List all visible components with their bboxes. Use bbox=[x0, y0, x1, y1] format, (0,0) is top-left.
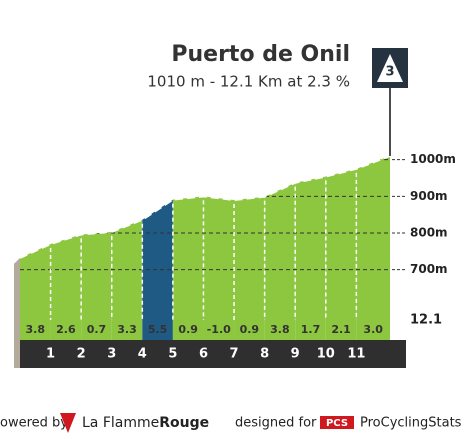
gradient-segment bbox=[234, 196, 265, 340]
y-tick-label: 800m bbox=[410, 226, 448, 240]
km-label: 10 bbox=[317, 347, 335, 362]
km-label: 9 bbox=[291, 347, 300, 362]
badge-triangle bbox=[377, 54, 403, 82]
km-label: 4 bbox=[138, 347, 147, 362]
side-face bbox=[14, 257, 20, 368]
km-label: 7 bbox=[230, 347, 239, 362]
gradient-label: 3.8 bbox=[270, 323, 290, 336]
pcs-badge: PCS bbox=[326, 418, 348, 429]
gradient-segment bbox=[81, 231, 112, 340]
gradient-segment bbox=[172, 196, 204, 340]
gradient-label: 1.7 bbox=[301, 323, 321, 336]
chart-subtitle: 1010 m - 12.1 Km at 2.3 % bbox=[147, 73, 350, 91]
gradient-label: -1.0 bbox=[207, 323, 231, 336]
gradient-label: 0.7 bbox=[87, 323, 107, 336]
elevation-line bbox=[19, 155, 391, 259]
category-label: 3 bbox=[385, 65, 394, 80]
km-label: 8 bbox=[260, 347, 269, 362]
gradient-label: 3.3 bbox=[117, 323, 137, 336]
plot: 3.8 2.6 0.7 3.3 5.5 0.9 -1.0 0.9 3.8 1.7 2.1 3.0 700… bbox=[14, 88, 456, 368]
brand-b: Rouge bbox=[159, 415, 209, 431]
gradient-segment bbox=[325, 168, 357, 340]
gradient-label: 0.9 bbox=[178, 323, 198, 336]
gradient-label: 0.9 bbox=[240, 323, 260, 336]
gradient-label: 2.1 bbox=[331, 323, 351, 336]
gradient-segment bbox=[142, 199, 173, 340]
gradient-label: 2.6 bbox=[56, 323, 76, 336]
km-label: 2 bbox=[77, 347, 86, 362]
y-tick-label: 900m bbox=[410, 189, 448, 203]
brand-a: La Flamme bbox=[82, 415, 159, 431]
base-strip bbox=[20, 340, 406, 368]
gradient-label: 3.8 bbox=[26, 323, 46, 336]
km-label: 11 bbox=[347, 347, 365, 362]
y-tick-label: 700m bbox=[410, 262, 448, 276]
km-label: 6 bbox=[199, 347, 208, 362]
gradient-label: 5.5 bbox=[148, 323, 168, 336]
km-label: 5 bbox=[168, 347, 177, 362]
distance-label: 12.1 bbox=[410, 313, 442, 328]
pcs-badge-box bbox=[320, 416, 354, 429]
flamme-logo bbox=[60, 413, 76, 433]
chart-title: Puerto de Onil bbox=[171, 42, 350, 67]
gradient-segment bbox=[295, 176, 326, 340]
gradient-segment bbox=[203, 196, 235, 340]
gradient-segment bbox=[20, 244, 51, 340]
y-tick-label: 1000m bbox=[410, 152, 456, 166]
gradient-segment bbox=[111, 219, 143, 340]
km-label: 3 bbox=[107, 347, 116, 362]
gradient-segment bbox=[356, 156, 390, 340]
km-label: 1 bbox=[46, 347, 55, 362]
powered-by: owered by bbox=[0, 416, 68, 431]
gradient-label: 3.0 bbox=[363, 323, 383, 336]
gradient-segment bbox=[264, 182, 296, 340]
designed-for: designed for bbox=[235, 416, 317, 431]
gradient-segment bbox=[50, 234, 82, 340]
pcs-name: ProCyclingStats bbox=[360, 416, 462, 431]
brand: La FlammeRouge bbox=[82, 415, 209, 431]
